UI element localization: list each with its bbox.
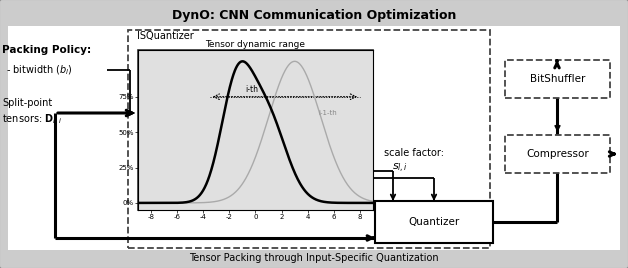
- Bar: [138, 50, 373, 210]
- Text: scale factor:: scale factor:: [384, 148, 444, 158]
- Text: - bitwidth $(b_l)$: - bitwidth $(b_l)$: [6, 63, 72, 77]
- Text: BitShuffler: BitShuffler: [530, 74, 585, 84]
- Bar: [8, 26, 620, 250]
- Text: i-1-th: i-1-th: [318, 110, 337, 116]
- Text: DynO: CNN Communication Optimization: DynO: CNN Communication Optimization: [172, 9, 456, 21]
- Bar: [505, 135, 610, 173]
- Text: Compressor: Compressor: [526, 149, 589, 159]
- Text: tensors: $\mathbf{D}_{l,i}$: tensors: $\mathbf{D}_{l,i}$: [2, 113, 62, 128]
- Text: Packing Policy:: Packing Policy:: [2, 45, 91, 55]
- Text: $s_{l,i}$: $s_{l,i}$: [392, 161, 408, 174]
- Text: i-th: i-th: [245, 85, 258, 95]
- Text: Split-point: Split-point: [2, 98, 52, 108]
- Text: Tensor Packing through Input-Specific Quantization: Tensor Packing through Input-Specific Qu…: [189, 253, 439, 263]
- Text: Quantizer: Quantizer: [408, 217, 460, 227]
- Text: ISQuantizer: ISQuantizer: [137, 31, 194, 41]
- Bar: [128, 30, 490, 248]
- Bar: [505, 60, 610, 98]
- Bar: [375, 201, 493, 243]
- Title: Tensor dynamic range: Tensor dynamic range: [205, 40, 305, 49]
